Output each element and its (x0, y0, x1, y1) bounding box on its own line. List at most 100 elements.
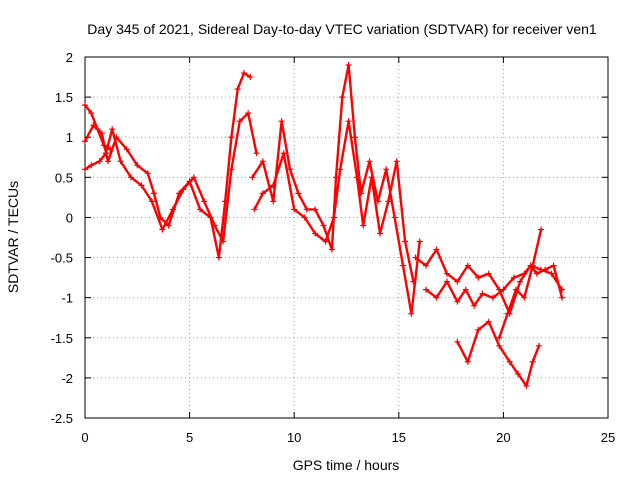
data-point (510, 274, 517, 281)
data-point (548, 270, 555, 277)
data-point (82, 138, 88, 145)
y-tick-label: -1.5 (51, 331, 73, 346)
data-point (464, 358, 471, 365)
data-point (109, 126, 116, 133)
data-point (105, 158, 112, 165)
data-point (351, 134, 358, 141)
data-point (215, 254, 222, 261)
data-point (236, 118, 243, 125)
data-point (337, 166, 344, 173)
data-point (117, 158, 124, 165)
data-point (462, 286, 469, 293)
data-point (190, 174, 197, 181)
data-point (301, 214, 308, 221)
data-point (422, 262, 429, 269)
data-point (102, 150, 109, 157)
data-point (475, 326, 482, 333)
data-point (270, 198, 277, 205)
data-point (479, 290, 486, 297)
data-point (251, 206, 258, 213)
series-line (498, 228, 543, 339)
series-2 (82, 110, 260, 245)
data-point (408, 310, 415, 317)
data-point (278, 118, 285, 125)
data-point (228, 134, 235, 141)
plot-frame (84, 56, 609, 419)
data-point (521, 270, 528, 277)
data-point (517, 278, 524, 285)
x-tick-label: 25 (601, 430, 615, 445)
data-point (422, 286, 429, 293)
data-point (312, 230, 319, 237)
data-point (506, 358, 513, 365)
data-point (443, 278, 450, 285)
data-point (107, 146, 114, 153)
grid-lines (84, 56, 609, 419)
data-point (159, 226, 166, 233)
data-point (320, 222, 327, 229)
data-point (391, 214, 398, 221)
series-5 (251, 118, 417, 285)
x-tick-label: 20 (496, 430, 510, 445)
data-point (211, 222, 218, 229)
data-point (144, 170, 151, 177)
series-9 (496, 226, 545, 341)
data-point (148, 198, 155, 205)
data-point (247, 74, 254, 81)
data-point (88, 110, 95, 117)
data-point (234, 86, 241, 93)
data-series (82, 62, 565, 389)
data-point (249, 174, 256, 181)
data-point (339, 94, 346, 101)
data-point (303, 206, 310, 213)
data-point (322, 238, 329, 245)
series-line (83, 112, 258, 243)
data-point (270, 182, 277, 189)
series-line (424, 264, 564, 307)
x-axis-label: GPS time / hours (293, 457, 400, 473)
data-point (464, 262, 471, 269)
x-tick-label: 5 (186, 430, 193, 445)
data-point (433, 246, 440, 253)
data-point (523, 382, 530, 389)
data-point (512, 286, 519, 293)
y-tick-label: -2.5 (51, 411, 73, 426)
y-tick-label: -2 (61, 371, 73, 386)
data-point (521, 294, 528, 301)
series-line (414, 248, 564, 315)
y-tick-label: 2 (66, 50, 73, 65)
data-point (353, 174, 360, 181)
series-line (251, 63, 421, 315)
data-point (558, 294, 565, 301)
data-point (529, 262, 536, 269)
data-point (454, 278, 461, 285)
data-point (240, 70, 247, 77)
data-point (471, 302, 478, 309)
axis-ticks: 0 5 10 15 20 25 -2.5 -2 -1.5 -1 -0.5 0 0.5 1 1.5 2 (51, 50, 616, 445)
x-tick-label: 0 (81, 430, 88, 445)
data-point (410, 278, 417, 285)
data-point (291, 206, 298, 213)
data-point (433, 294, 440, 301)
x-tick-label: 15 (392, 430, 406, 445)
data-point (220, 238, 227, 245)
data-point (529, 358, 536, 365)
data-point (399, 262, 406, 269)
data-point (123, 146, 130, 153)
data-point (345, 62, 352, 69)
data-point (504, 310, 511, 317)
data-point (402, 238, 409, 245)
data-point (82, 102, 88, 109)
data-point (368, 174, 375, 181)
data-point (376, 230, 383, 237)
data-point (485, 270, 492, 277)
data-point (151, 190, 158, 197)
data-point (138, 182, 145, 189)
data-point (485, 318, 492, 325)
data-point (533, 270, 540, 277)
data-point (538, 226, 545, 233)
y-axis-label: SDTVAR / TECUs (5, 181, 21, 293)
data-point (489, 294, 496, 301)
series-1 (82, 70, 254, 261)
series-8 (454, 318, 542, 389)
